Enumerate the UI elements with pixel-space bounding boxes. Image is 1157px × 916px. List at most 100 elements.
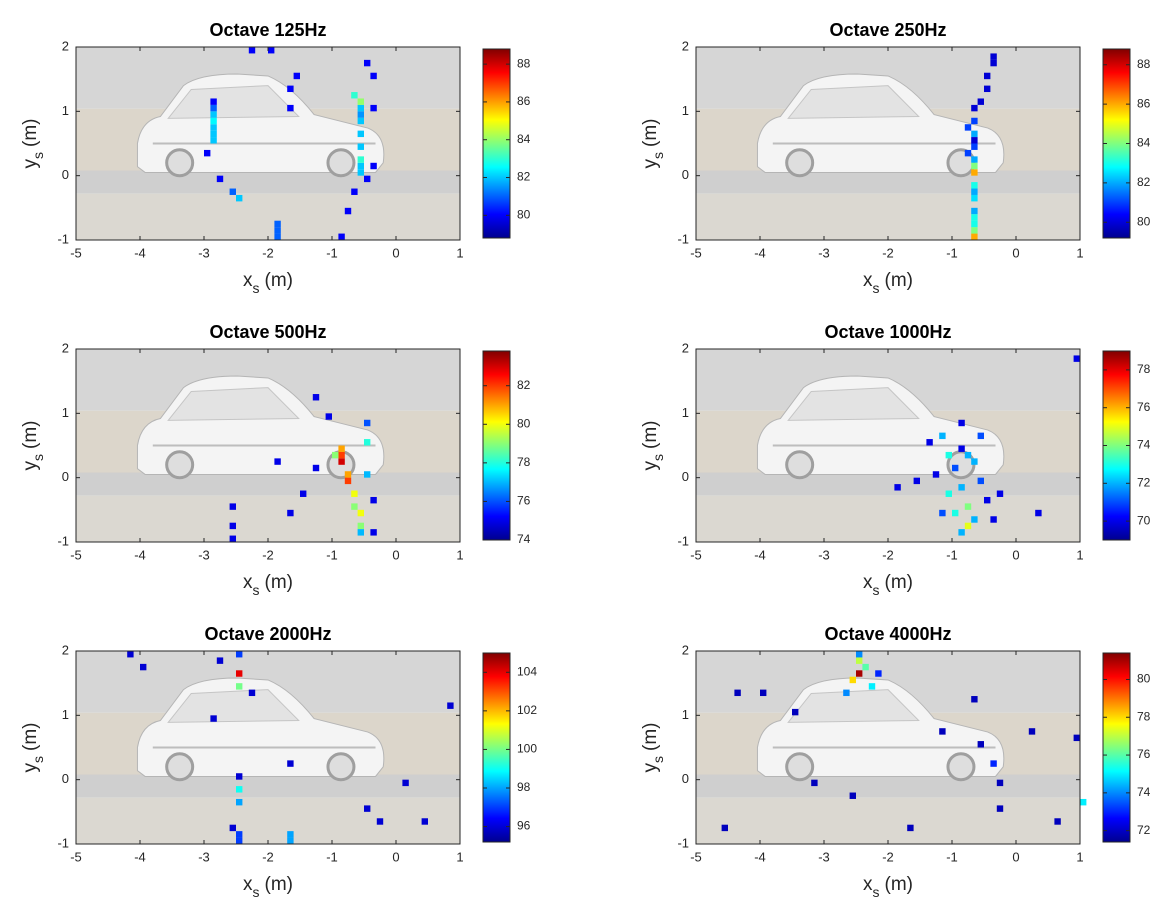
x-label-base: x [863, 572, 873, 593]
heat-cell [236, 831, 243, 838]
y-tick-label: 0 [62, 771, 69, 786]
heat-cell [210, 715, 217, 722]
heat-cell [958, 445, 965, 452]
heat-cell [952, 509, 959, 517]
x-tick-label: 1 [1076, 849, 1083, 864]
heat-cell [984, 496, 991, 504]
heat-cell [274, 458, 281, 465]
colorbar-tick-label: 104 [517, 664, 537, 678]
colorbar [482, 48, 511, 239]
x-tick-label: 1 [456, 849, 463, 864]
heat-cell [971, 696, 978, 703]
heat-cell [357, 162, 364, 170]
subplot-title: Octave 250Hz [829, 20, 946, 40]
heat-cell [357, 529, 364, 536]
heat-cell [958, 529, 965, 536]
heat-cell [325, 413, 332, 420]
heat-cell [210, 111, 217, 118]
heat-cell [357, 509, 364, 517]
heat-cell [268, 47, 275, 54]
heat-cell [140, 663, 147, 671]
x-axis-label: xs (m) [243, 270, 293, 296]
heat-cell [229, 188, 236, 195]
road [76, 472, 460, 496]
background-photo [696, 651, 1080, 844]
x-tick-label: 1 [456, 547, 463, 562]
x-tick-label: 0 [392, 245, 399, 260]
x-tick-label: -4 [754, 547, 766, 562]
colorbar-tick-label: 86 [517, 94, 531, 108]
y-tick-label: -1 [677, 533, 689, 548]
y-tick-label: 2 [62, 38, 69, 53]
x-tick-label: -3 [198, 547, 210, 562]
heat-cell [364, 175, 371, 183]
verge [696, 495, 1080, 542]
car-window [787, 387, 920, 421]
x-label-base: x [243, 270, 253, 291]
heat-cell [971, 194, 978, 202]
heat-cell [357, 98, 364, 105]
heat-cell [248, 689, 256, 697]
heat-cell [996, 805, 1004, 812]
heat-cell [964, 522, 972, 530]
colorbar-tick-label: 102 [517, 703, 537, 717]
colorbar-tick-label: 98 [517, 780, 531, 794]
colorbar-tick-label: 78 [517, 455, 531, 469]
heat-cell [351, 188, 358, 195]
heat-cell [984, 72, 991, 80]
x-label-unit: (m) [265, 270, 293, 291]
road [696, 472, 1080, 496]
subplot-title: Octave 500Hz [209, 322, 326, 342]
heat-cell [287, 831, 294, 838]
heat-cell [364, 419, 371, 427]
heat-cell [216, 175, 224, 183]
x-tick-label: -3 [198, 245, 210, 260]
x-tick-label: 1 [456, 245, 463, 260]
heat-cell [1073, 734, 1080, 742]
heat-cell [370, 104, 377, 112]
x-label-sub: s [253, 582, 260, 598]
heat-cell [721, 824, 728, 832]
colorbar-tick-label: 82 [517, 170, 531, 184]
heat-cell [990, 59, 997, 67]
heat-cell [971, 143, 978, 150]
y-tick-label: 2 [682, 642, 689, 657]
heat-cell [1028, 728, 1036, 735]
colorbar-tick-label: 72 [1137, 475, 1151, 489]
heat-cell [932, 471, 940, 478]
x-tick-label: -1 [326, 245, 338, 260]
heat-cell [344, 471, 352, 478]
colorbar-tick-label: 78 [1137, 362, 1151, 376]
x-label-sub: s [253, 884, 260, 900]
heat-cell [849, 792, 856, 799]
y-label-unit: (m) [20, 119, 41, 147]
heat-cell [344, 207, 352, 215]
heat-cell [287, 760, 294, 767]
x-tick-label: 0 [1012, 547, 1019, 562]
colorbar [1102, 652, 1131, 843]
x-tick-label: -3 [818, 849, 830, 864]
x-label-sub: s [873, 884, 880, 900]
y-label-base: y [640, 762, 661, 772]
x-axis-label: xs (m) [863, 572, 913, 598]
heat-cell [1073, 355, 1080, 362]
heat-cell [229, 535, 236, 542]
heat-cell [210, 130, 217, 138]
x-tick-label: -4 [134, 547, 146, 562]
x-tick-label: -4 [134, 245, 146, 260]
colorbar-tick-label: 78 [1137, 709, 1151, 723]
x-tick-label: -5 [690, 245, 702, 260]
verge [76, 495, 460, 542]
heat-cell [357, 117, 364, 125]
x-tick-label: -1 [326, 849, 338, 864]
background-photo [696, 47, 1080, 240]
x-tick-label: 1 [1076, 547, 1083, 562]
y-tick-label: 2 [62, 642, 69, 657]
heat-cell [351, 490, 358, 497]
x-tick-label: -4 [754, 245, 766, 260]
heat-cell [971, 156, 978, 163]
